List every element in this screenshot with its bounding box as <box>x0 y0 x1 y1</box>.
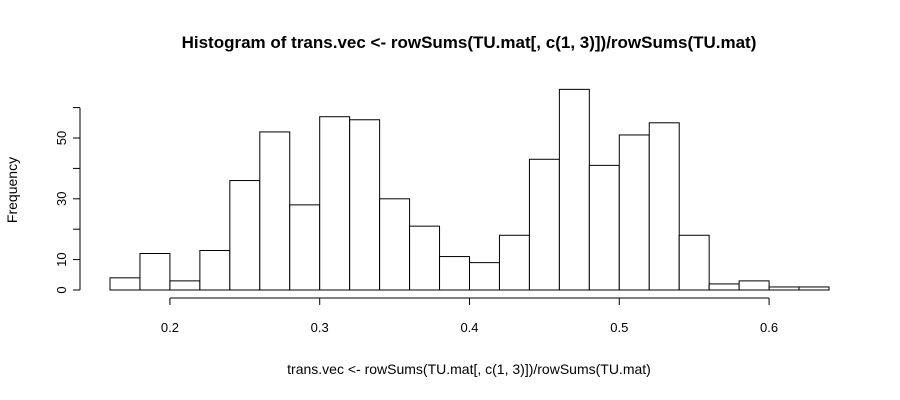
histogram-bar <box>678 234 710 291</box>
histogram-bar <box>738 280 770 291</box>
histogram-bar <box>409 225 441 291</box>
x-axis-label: trans.vec <- rowSums(TU.mat[, c(1, 3)])/… <box>287 361 651 377</box>
histogram-bar <box>319 116 351 291</box>
y-tick-label: 50 <box>54 131 69 145</box>
x-tick-label: 0.3 <box>311 320 329 335</box>
y-tick-label: 10 <box>54 252 69 266</box>
histogram-bar <box>588 164 620 291</box>
histogram-bar <box>289 204 321 291</box>
x-axis: 0.2 0.3 0.4 0.5 0.6 <box>161 297 778 335</box>
histogram-bar <box>648 122 680 291</box>
histogram-bar <box>229 180 261 291</box>
histogram-bar <box>469 262 500 291</box>
histogram-bar <box>439 256 470 291</box>
y-tick-label: 30 <box>54 192 69 206</box>
chart-title: Histogram of trans.vec <- rowSums(TU.mat… <box>182 33 757 52</box>
histogram-bar <box>708 283 740 291</box>
histogram-bar <box>139 253 171 291</box>
histogram-bar <box>259 131 291 291</box>
histogram-bar <box>498 234 530 291</box>
histogram-bar <box>618 134 650 291</box>
y-tick-label: 0 <box>54 286 69 293</box>
x-tick-label: 0.6 <box>760 320 778 335</box>
histogram-bar <box>199 249 231 291</box>
histogram-bar <box>528 158 560 291</box>
histogram-bar <box>379 198 411 291</box>
histogram-bar <box>798 286 830 291</box>
histogram-bars <box>109 88 830 291</box>
histogram-bar <box>768 286 800 291</box>
y-axis: 0 10 30 50 <box>54 107 81 294</box>
x-tick-label: 0.5 <box>610 320 628 335</box>
x-tick-label: 0.2 <box>161 320 179 335</box>
histogram-bar <box>169 280 201 291</box>
x-tick-label: 0.4 <box>460 320 478 335</box>
histogram-bar <box>109 277 141 291</box>
histogram-bar <box>558 88 590 291</box>
histogram-bar <box>349 119 381 291</box>
y-axis-label: Frequency <box>4 157 20 223</box>
